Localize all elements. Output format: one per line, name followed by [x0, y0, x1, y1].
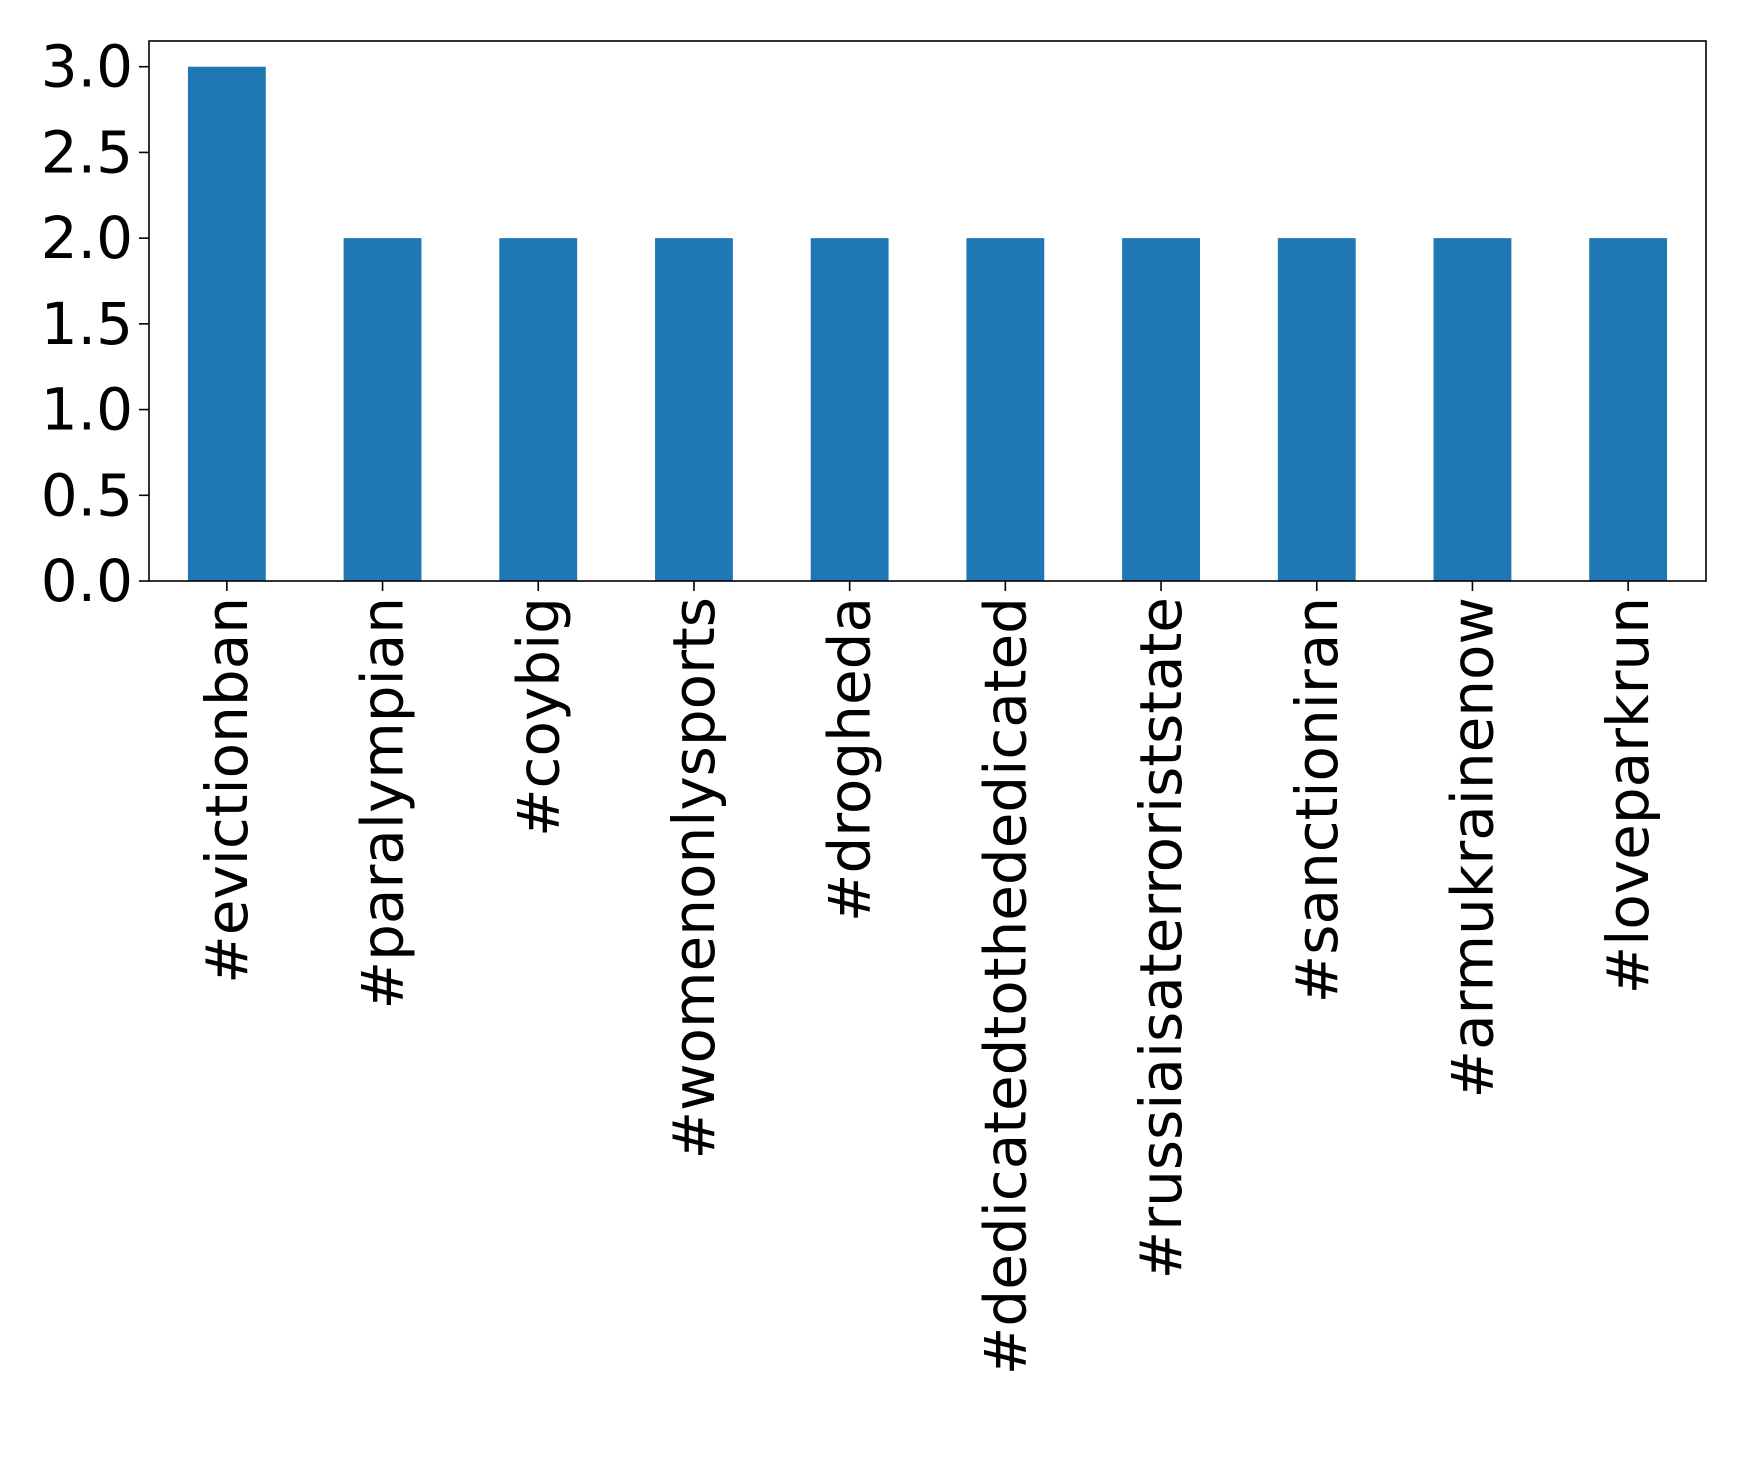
plot-area-frame [148, 40, 1707, 582]
x-tick-label: #paralympian [349, 597, 417, 1010]
x-tick-label: #evictionban [193, 597, 261, 984]
x-tick-label: #dedicatedtothededicated [971, 597, 1039, 1375]
bar-paralympian [343, 238, 422, 581]
bar-drogheda [810, 238, 889, 581]
y-axis: 0.0 0.5 1.0 1.5 2.0 2.5 3.0 [41, 33, 149, 615]
bar-evictionban [187, 66, 266, 581]
y-tick-label: 1.0 [41, 376, 133, 444]
y-tick-label: 2.5 [41, 118, 133, 186]
x-axis: #evictionban #paralympian #coybig #womenonl… [193, 581, 1662, 1375]
y-tick-label: 2.0 [41, 204, 133, 272]
y-tick-label: 1.5 [41, 290, 133, 358]
y-tick-label: 0.5 [41, 461, 133, 529]
bar-womenonlysports [655, 238, 733, 581]
bar-coybig [499, 238, 578, 581]
x-tick-label: #sanctioniran [1283, 597, 1351, 1003]
bars-layer [187, 66, 1668, 581]
y-tick-label: 3.0 [41, 33, 133, 101]
bar-sanctioniran [1277, 238, 1356, 581]
bar-armukrainenow [1433, 238, 1512, 581]
x-tick-label: #russiaisaterroriststate [1127, 597, 1195, 1279]
x-tick-label: #coybig [504, 597, 572, 837]
bar-dedicatedtothededicated [966, 238, 1045, 581]
x-tick-label: #armukrainenow [1438, 597, 1506, 1098]
x-tick-label: #womenonlysports [660, 597, 728, 1159]
x-tick-label: #loveparkrun [1594, 597, 1662, 994]
bar-russiaisaterroriststate [1122, 238, 1200, 581]
y-tick-label: 0.0 [41, 547, 133, 615]
x-tick-label: #drogheda [816, 597, 884, 922]
bar-loveparkrun [1589, 238, 1668, 581]
